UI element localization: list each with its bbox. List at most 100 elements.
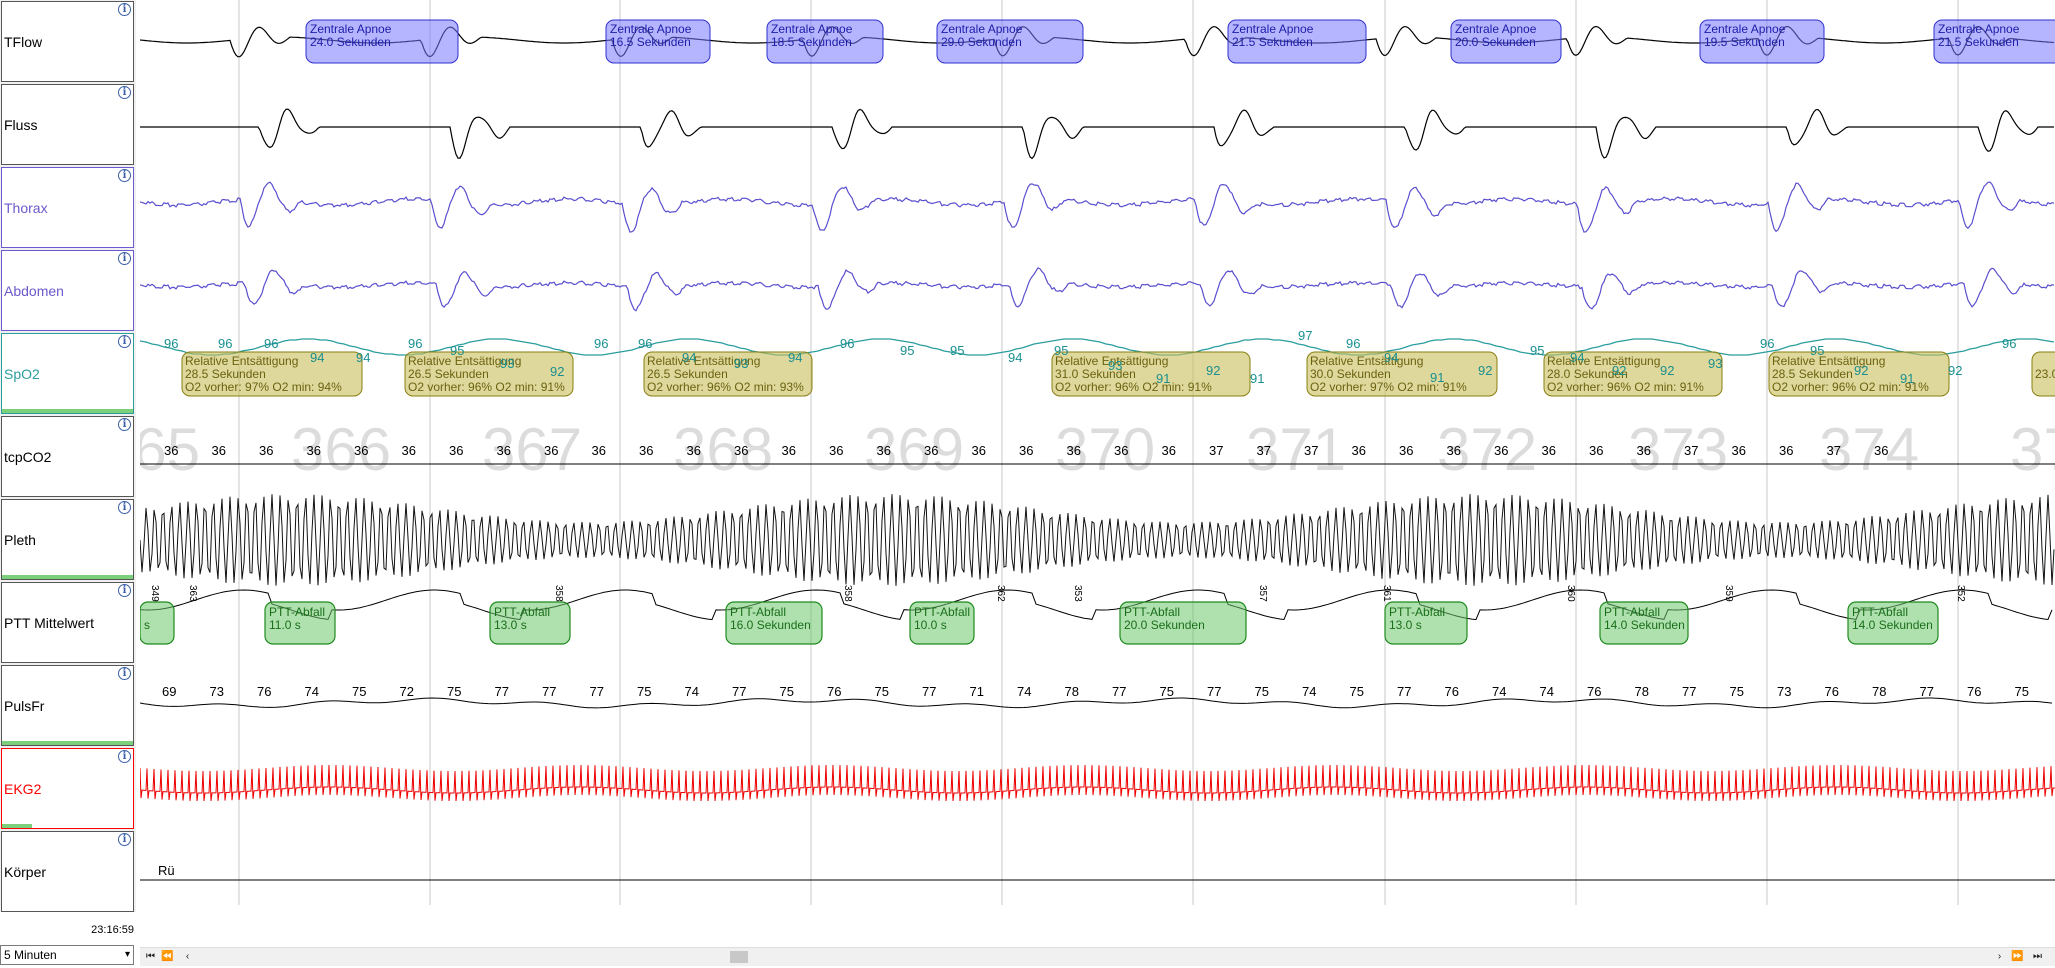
ptt-label: PTT-Abfall	[1852, 605, 1908, 619]
chevron-left-icon[interactable]: ‹	[185, 951, 190, 962]
channel-thorax[interactable]: Thorax i	[1, 167, 134, 248]
tcpco2-value: 36	[1874, 443, 1888, 458]
tcpco2-value: 36	[449, 443, 463, 458]
tcpco2-value: 36	[639, 443, 653, 458]
channel-label: PulsFr	[4, 697, 45, 714]
spo2-value: 94	[1570, 350, 1584, 365]
channel-label: Pleth	[4, 531, 36, 548]
signal-plot[interactable]: 365 366 367 368 369 370 371 372 373 374 375 Zentral…	[140, 0, 2055, 912]
channel-körper[interactable]: Körper i	[1, 831, 134, 912]
chevron-right-icon[interactable]: ›	[1997, 951, 2002, 962]
tcpco2-value: 36	[687, 443, 701, 458]
epoch-number: 368	[673, 416, 773, 483]
horizontal-scrollbar[interactable]: ⏮ ⏪ ‹ › ⏩ ⏭	[140, 947, 2055, 966]
ptt-label: PTT-Abfall	[730, 605, 786, 619]
info-icon[interactable]: i	[118, 3, 131, 16]
rewind-icon[interactable]: ⏪	[161, 951, 174, 962]
channel-pleth[interactable]: Pleth i	[1, 499, 134, 580]
desaturation-event[interactable]: 23.0	[2031, 351, 2055, 397]
tcpco2-value: 36	[924, 443, 938, 458]
pulse-value: 77	[1207, 684, 1221, 699]
spo2-value: 96	[164, 336, 178, 351]
scrollbar-thumb[interactable]	[730, 951, 748, 963]
ptt-box	[1384, 601, 1468, 645]
info-icon[interactable]: i	[118, 833, 131, 846]
spo2-value: 92	[550, 364, 564, 379]
info-icon[interactable]: i	[118, 169, 131, 182]
ptt-trace	[140, 589, 2053, 621]
desat-label: Relative Entsättigung	[647, 354, 760, 368]
pulse-value: 78	[1635, 684, 1649, 699]
signal-quality-bar	[2, 409, 133, 413]
channel-panel: TFlow i Fluss i Thorax i Abdomen i SpO2 i tcpCO2 i P…	[0, 0, 136, 912]
info-icon[interactable]: i	[118, 418, 131, 431]
info-icon[interactable]: i	[118, 252, 131, 265]
ptt-box	[489, 601, 571, 645]
tcpco2-value: 36	[734, 443, 748, 458]
desat-duration: 30.0 Sekunden	[1310, 367, 1391, 381]
desat-duration: 26.5 Sekunden	[408, 367, 489, 381]
info-icon[interactable]: i	[118, 584, 131, 597]
channel-ptt-mittelwert[interactable]: PTT Mittelwert i	[1, 582, 134, 663]
desat-duration: 28.5 Sekunden	[185, 367, 266, 381]
info-icon[interactable]: i	[118, 86, 131, 99]
fast-forward-icon[interactable]: ⏩	[2011, 951, 2024, 962]
channel-spo2[interactable]: SpO2 i	[1, 333, 134, 414]
info-icon[interactable]: i	[118, 501, 131, 514]
timebase-select[interactable]: 5 Minuten ▾	[0, 945, 134, 965]
skip-first-icon[interactable]: ⏮	[146, 951, 155, 962]
channel-tflow[interactable]: TFlow i	[1, 1, 134, 82]
skip-last-icon[interactable]: ⏭	[2033, 951, 2042, 962]
pulse-value: 69	[162, 684, 176, 699]
epoch-number: 373	[1628, 416, 1728, 483]
pulse-trace	[140, 697, 2053, 709]
desat-values: O2 vorher: 97% O2 min: 91%	[1310, 380, 1467, 394]
channel-ekg2[interactable]: EKG2 i	[1, 748, 134, 829]
channel-pulsfr[interactable]: PulsFr i	[1, 665, 134, 746]
pulse-value: 75	[1730, 684, 1744, 699]
ptt-event[interactable]: s	[140, 601, 175, 645]
info-icon[interactable]: i	[118, 667, 131, 680]
channel-fluss[interactable]: Fluss i	[1, 84, 134, 165]
pulse-value: 75	[1350, 684, 1364, 699]
channel-label: TFlow	[4, 33, 43, 50]
ptt-box	[909, 601, 975, 645]
spo2-value: 96	[594, 336, 608, 351]
epoch-number: 365	[140, 416, 200, 483]
pulse-value: 76	[827, 684, 841, 699]
pulse-value: 75	[1255, 684, 1269, 699]
apnea-label: Zentrale Apnoe	[941, 22, 1023, 36]
channel-abdomen[interactable]: Abdomen i	[1, 250, 134, 331]
ptt-duration: 10.0 s	[914, 618, 947, 632]
info-icon[interactable]: i	[118, 750, 131, 763]
tcpco2-value: 36	[877, 443, 891, 458]
apnea-box	[305, 19, 459, 64]
apnea-duration: 24.0 Sekunden	[310, 35, 391, 49]
info-icon[interactable]: i	[118, 335, 131, 348]
channel-tcpco2[interactable]: tcpCO2 i	[1, 416, 134, 497]
spo2-value: 94	[1384, 350, 1398, 365]
